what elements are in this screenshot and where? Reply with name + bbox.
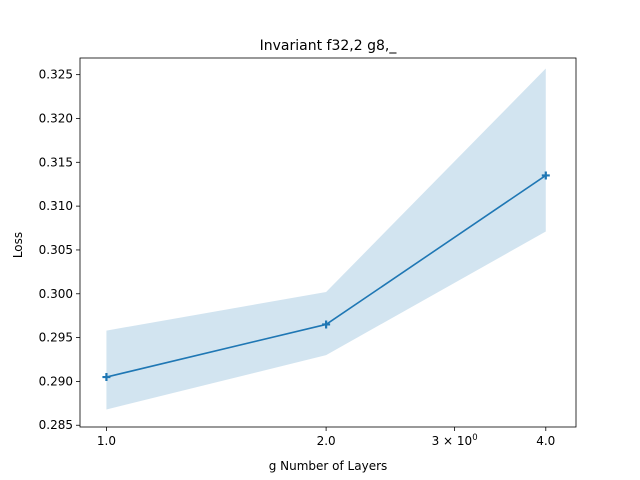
data-marker-layer <box>102 171 550 382</box>
series-line-segment <box>106 323 327 378</box>
series-line-segment <box>325 174 547 326</box>
x-axis-ticks: 1.0 2.0 3 × 100 4.0 <box>97 427 555 448</box>
x-tick-label: 3 × 100 <box>432 433 478 448</box>
y-tick-label: 0.285 <box>39 418 73 432</box>
y-axis-label: Loss <box>11 232 25 258</box>
x-tick-label: 2.0 <box>317 434 336 448</box>
y-tick-label: 0.320 <box>39 111 73 125</box>
data-point <box>102 373 111 382</box>
chart-title: Invariant f32,2 g8,_ <box>260 38 398 54</box>
y-tick-label: 0.290 <box>39 374 73 388</box>
series-line-layer <box>106 174 547 378</box>
x-tick-label: 1.0 <box>97 434 116 448</box>
y-tick-label: 0.295 <box>39 331 73 345</box>
x-axis-label: g Number of Layers <box>269 459 388 473</box>
x-tick-label: 4.0 <box>536 434 555 448</box>
plot-frame <box>79 57 577 428</box>
data-point <box>541 171 550 180</box>
confidence-band <box>106 68 546 410</box>
y-axis-ticks: 0.285 0.290 0.295 0.300 0.305 0.310 0.315 0.320… <box>39 68 80 432</box>
y-tick-label: 0.310 <box>39 199 73 213</box>
y-tick-label: 0.315 <box>39 155 73 169</box>
y-tick-label: 0.300 <box>39 287 73 301</box>
y-tick-label: 0.325 <box>39 68 73 82</box>
data-point <box>322 320 331 329</box>
confidence-band-layer <box>106 68 546 410</box>
y-tick-label: 0.305 <box>39 243 73 257</box>
